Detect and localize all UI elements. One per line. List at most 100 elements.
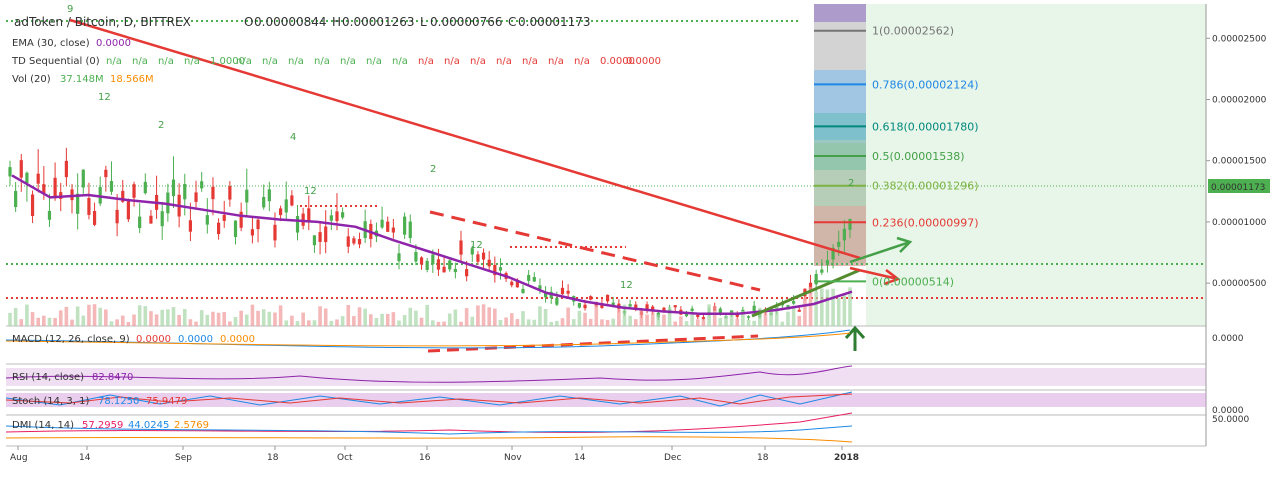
td-legend-value: n/a xyxy=(470,56,486,67)
candle-body xyxy=(25,172,29,183)
dmi-label: DMI (14, 14) xyxy=(12,420,74,431)
volume-bar xyxy=(769,306,773,326)
time-tick-label: Nov xyxy=(504,453,522,463)
volume-bar xyxy=(493,308,497,326)
candle-body xyxy=(380,219,384,228)
volume-bar xyxy=(414,310,418,326)
volume-bar xyxy=(92,304,97,326)
volume-bar xyxy=(808,286,813,326)
fib-band-teal xyxy=(814,113,866,170)
candle-body xyxy=(357,238,362,245)
fib-band-blue xyxy=(814,70,866,140)
candle-body xyxy=(211,186,215,200)
volume-bar xyxy=(695,319,700,326)
volume-bar xyxy=(19,319,24,326)
volume-bar xyxy=(425,304,429,326)
ohlc-value: 0.00001263 xyxy=(342,15,415,29)
vol-legend: Vol (20) xyxy=(12,74,51,85)
candle-body xyxy=(481,252,486,260)
td-legend-value: n/a xyxy=(548,56,564,67)
candle-body xyxy=(408,221,412,239)
stoch-k-line xyxy=(5,391,853,407)
candle-body xyxy=(160,211,164,227)
candle-body xyxy=(132,184,136,198)
volume-bar xyxy=(53,317,57,326)
volume-bar xyxy=(825,289,830,326)
candle-body xyxy=(527,275,531,281)
volume-bar xyxy=(797,315,802,326)
candle-body xyxy=(605,294,610,302)
time-tick-label: 14 xyxy=(79,453,91,463)
volume-bar xyxy=(577,310,582,326)
candle-body xyxy=(600,303,604,308)
candle-body xyxy=(808,282,813,291)
candle-body xyxy=(194,192,198,202)
volume-bar xyxy=(673,321,678,326)
volume-bar xyxy=(549,321,554,326)
price-axis[interactable]: 0.00002500 0.00002000 0.00001500 0.00001000… xyxy=(1206,34,1267,289)
ohlc-value: 0.00000844 xyxy=(254,15,327,29)
stoch-label: Stoch (14, 3, 1) xyxy=(12,396,89,407)
candle-body xyxy=(645,304,649,310)
candle-body xyxy=(741,309,745,312)
rsi-label: RSI (14, close) xyxy=(12,372,84,383)
candle-body xyxy=(188,220,193,232)
volume-bar xyxy=(453,309,458,326)
td-count-label: 2 xyxy=(158,120,164,131)
dmi-value-1: 57.2959 xyxy=(82,420,123,431)
fib-level-label: 0(0.00000514) xyxy=(872,275,954,288)
candle-body xyxy=(532,277,536,282)
candle-body xyxy=(346,236,350,247)
volume-bar xyxy=(566,307,570,326)
macd-value-1: 0.0000 xyxy=(136,334,171,345)
td-legend-value: n/a xyxy=(496,56,512,67)
volume-bar xyxy=(380,313,384,326)
volume-bar xyxy=(109,321,114,326)
volume-bar xyxy=(36,317,40,326)
time-tick-label: 18 xyxy=(267,453,279,463)
volume-bar xyxy=(712,306,717,326)
volume-bar xyxy=(701,318,706,326)
volume-bar xyxy=(639,308,644,326)
volume-bar xyxy=(13,307,18,326)
volume-bar xyxy=(391,312,396,326)
candle-body xyxy=(138,216,142,229)
volume-bar xyxy=(385,313,390,326)
dashed-downtrend-line xyxy=(429,210,761,292)
td-legend-value: n/a xyxy=(340,56,356,67)
candle-body xyxy=(814,273,818,285)
candle-body xyxy=(690,308,694,311)
volume-bar xyxy=(81,315,86,326)
volume-bar xyxy=(402,315,407,326)
fib-top-violet xyxy=(814,4,866,22)
td-sequential-labels: 9 12 2 4 2 2 12 12 12 xyxy=(67,4,854,291)
volume-bar xyxy=(419,317,424,326)
volume-bar xyxy=(848,287,852,326)
candle-body xyxy=(228,186,232,200)
candle-body xyxy=(403,216,407,235)
candle-body xyxy=(651,306,655,312)
candle-body xyxy=(662,307,666,312)
candle-body xyxy=(301,213,305,226)
volume-bar xyxy=(25,304,29,326)
volume-bar xyxy=(132,314,136,326)
volume-bar xyxy=(30,312,35,326)
volume-bar xyxy=(836,298,841,326)
candle-body xyxy=(318,232,322,242)
volume-bar xyxy=(318,306,322,326)
green-arrow-up-head xyxy=(896,236,913,253)
volume-bar xyxy=(301,312,305,326)
volume-bar xyxy=(154,314,159,326)
ema-legend: EMA (30, close) xyxy=(12,38,90,49)
candle-body xyxy=(414,251,418,262)
candle-body xyxy=(19,160,23,178)
candle-body xyxy=(143,181,147,194)
candle-body xyxy=(589,296,593,300)
volume-bar xyxy=(182,309,187,326)
time-axis[interactable]: Aug 14 Sep 18 Oct 16 Nov 14 Dec 18 2018 xyxy=(10,446,859,463)
candle-body xyxy=(453,268,457,273)
symbol-title: adToken / Bitcoin, D, BITTREX xyxy=(14,15,191,29)
td-count-label: 2 xyxy=(430,164,436,175)
candle-body xyxy=(735,314,739,317)
